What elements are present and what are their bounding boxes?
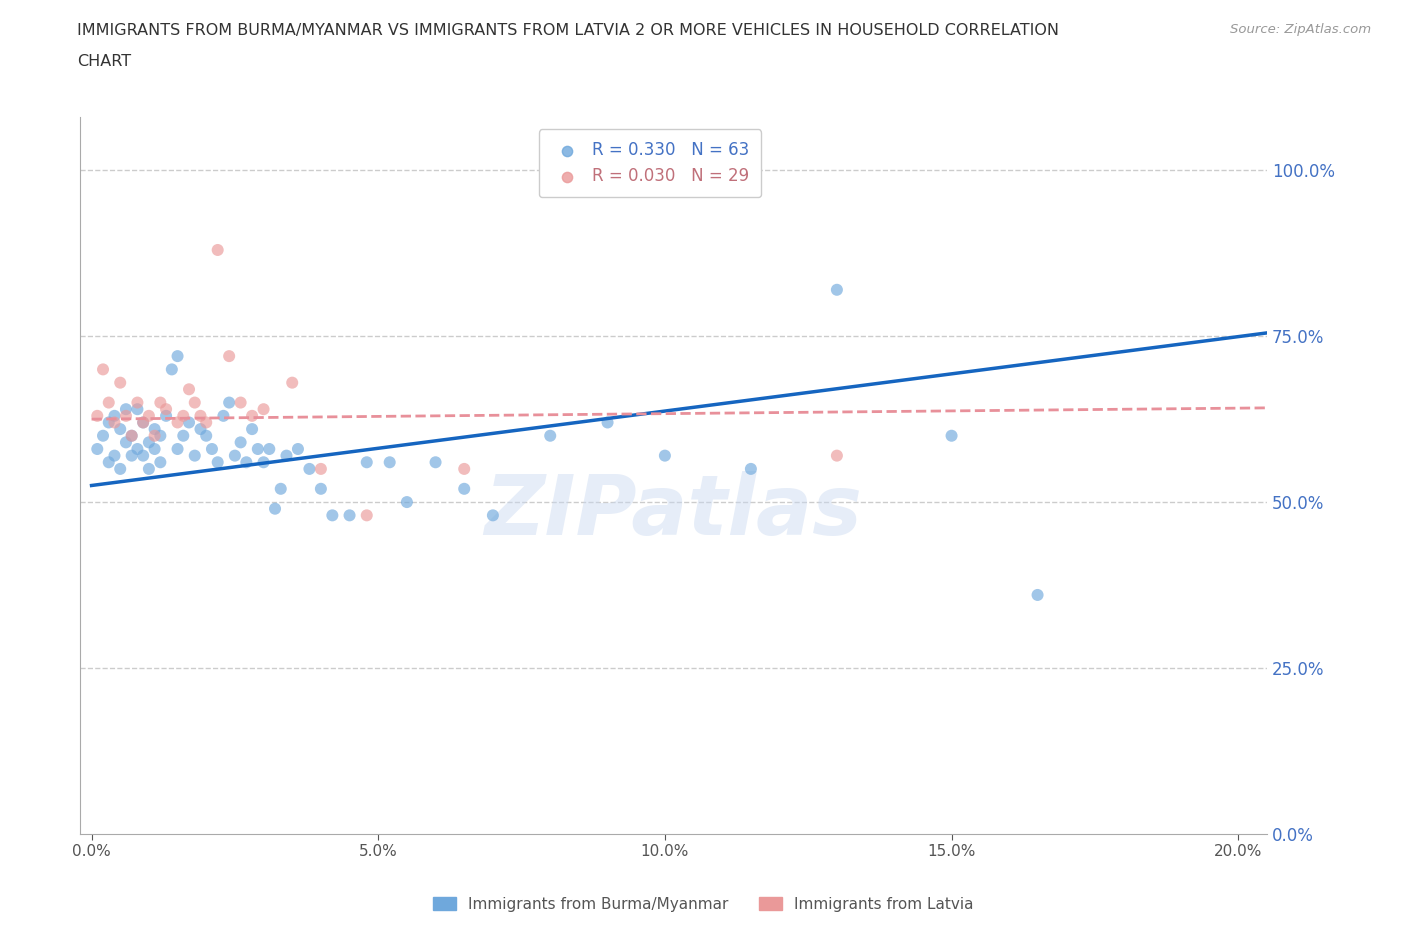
Point	[825, 448, 848, 463]
Point	[224, 448, 246, 463]
Point	[654, 448, 676, 463]
Point	[121, 429, 143, 444]
Point	[149, 429, 172, 444]
Point	[356, 455, 378, 470]
Point	[276, 448, 298, 463]
Point	[115, 435, 138, 450]
Point	[825, 283, 848, 298]
Point	[201, 442, 224, 457]
Point	[127, 442, 149, 457]
Point	[281, 375, 304, 390]
Text: IMMIGRANTS FROM BURMA/MYANMAR VS IMMIGRANTS FROM LATVIA 2 OR MORE VEHICLES IN HO: IMMIGRANTS FROM BURMA/MYANMAR VS IMMIGRA…	[77, 23, 1059, 38]
Point	[121, 429, 143, 444]
Point	[177, 415, 200, 430]
Point	[138, 408, 160, 423]
Point	[143, 429, 166, 444]
Point	[91, 429, 114, 444]
Point	[127, 402, 149, 417]
Point	[86, 408, 108, 423]
Point	[115, 408, 138, 423]
Point	[97, 415, 120, 430]
Point	[155, 402, 177, 417]
Point	[218, 395, 240, 410]
Point	[212, 408, 235, 423]
Point	[172, 408, 194, 423]
Point	[356, 508, 378, 523]
Point	[264, 501, 287, 516]
Point	[91, 362, 114, 377]
Point	[240, 421, 263, 436]
Point	[378, 455, 401, 470]
Point	[240, 408, 263, 423]
Point	[195, 415, 218, 430]
Point	[132, 448, 155, 463]
Point	[103, 448, 125, 463]
Point	[482, 508, 505, 523]
Point	[270, 482, 292, 497]
Text: Source: ZipAtlas.com: Source: ZipAtlas.com	[1230, 23, 1371, 36]
Text: ZIPatlas: ZIPatlas	[485, 471, 862, 551]
Point	[138, 461, 160, 476]
Point	[166, 442, 188, 457]
Point	[155, 408, 177, 423]
Point	[229, 435, 252, 450]
Point	[309, 482, 332, 497]
Point	[538, 429, 561, 444]
Point	[127, 395, 149, 410]
Point	[110, 375, 132, 390]
Point	[453, 482, 475, 497]
Point	[177, 382, 200, 397]
Point	[143, 421, 166, 436]
Point	[1026, 588, 1049, 603]
Point	[207, 455, 229, 470]
Point	[229, 395, 252, 410]
Point	[190, 408, 212, 423]
Point	[309, 461, 332, 476]
Point	[86, 442, 108, 457]
Point	[103, 415, 125, 430]
Point	[115, 402, 138, 417]
Point	[740, 461, 762, 476]
Point	[425, 455, 447, 470]
Point	[184, 448, 207, 463]
Point	[110, 461, 132, 476]
Point	[143, 442, 166, 457]
Point	[252, 402, 274, 417]
Point	[195, 429, 218, 444]
Point	[259, 442, 281, 457]
Point	[97, 455, 120, 470]
Legend: R = 0.330   N = 63, R = 0.030   N = 29: R = 0.330 N = 63, R = 0.030 N = 29	[538, 129, 761, 197]
Point	[103, 408, 125, 423]
Point	[172, 429, 194, 444]
Legend: Immigrants from Burma/Myanmar, Immigrants from Latvia: Immigrants from Burma/Myanmar, Immigrant…	[426, 890, 980, 918]
Point	[166, 349, 188, 364]
Point	[287, 442, 309, 457]
Point	[321, 508, 343, 523]
Point	[218, 349, 240, 364]
Text: CHART: CHART	[77, 54, 131, 69]
Point	[596, 415, 619, 430]
Point	[110, 421, 132, 436]
Point	[298, 461, 321, 476]
Point	[97, 395, 120, 410]
Point	[453, 461, 475, 476]
Point	[235, 455, 257, 470]
Point	[339, 508, 361, 523]
Point	[132, 415, 155, 430]
Point	[184, 395, 207, 410]
Point	[138, 435, 160, 450]
Point	[132, 415, 155, 430]
Point	[121, 448, 143, 463]
Point	[166, 415, 188, 430]
Point	[160, 362, 183, 377]
Point	[395, 495, 418, 510]
Point	[252, 455, 274, 470]
Point	[149, 395, 172, 410]
Point	[190, 421, 212, 436]
Point	[149, 455, 172, 470]
Point	[246, 442, 269, 457]
Point	[941, 429, 963, 444]
Point	[207, 243, 229, 258]
